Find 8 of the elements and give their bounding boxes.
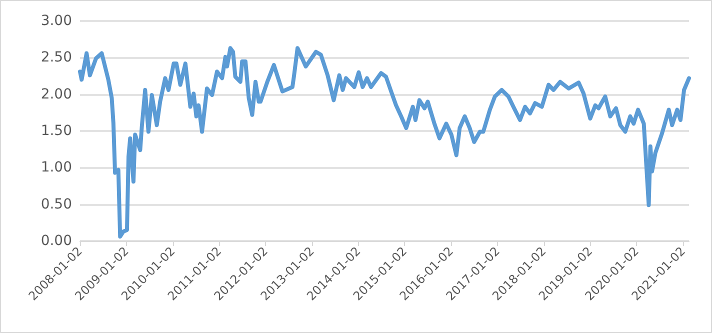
line-series [78, 46, 691, 239]
y-tick-label: 1.50 [40, 123, 72, 139]
y-tick-label: 1.00 [40, 160, 72, 176]
y-tick-label: 3.00 [40, 13, 72, 29]
y-tick-label: 0.00 [40, 233, 72, 249]
y-tick-label: 2.50 [40, 50, 72, 66]
y-tick-label: 0.50 [40, 196, 72, 212]
y-tick-label: 2.00 [40, 86, 72, 102]
